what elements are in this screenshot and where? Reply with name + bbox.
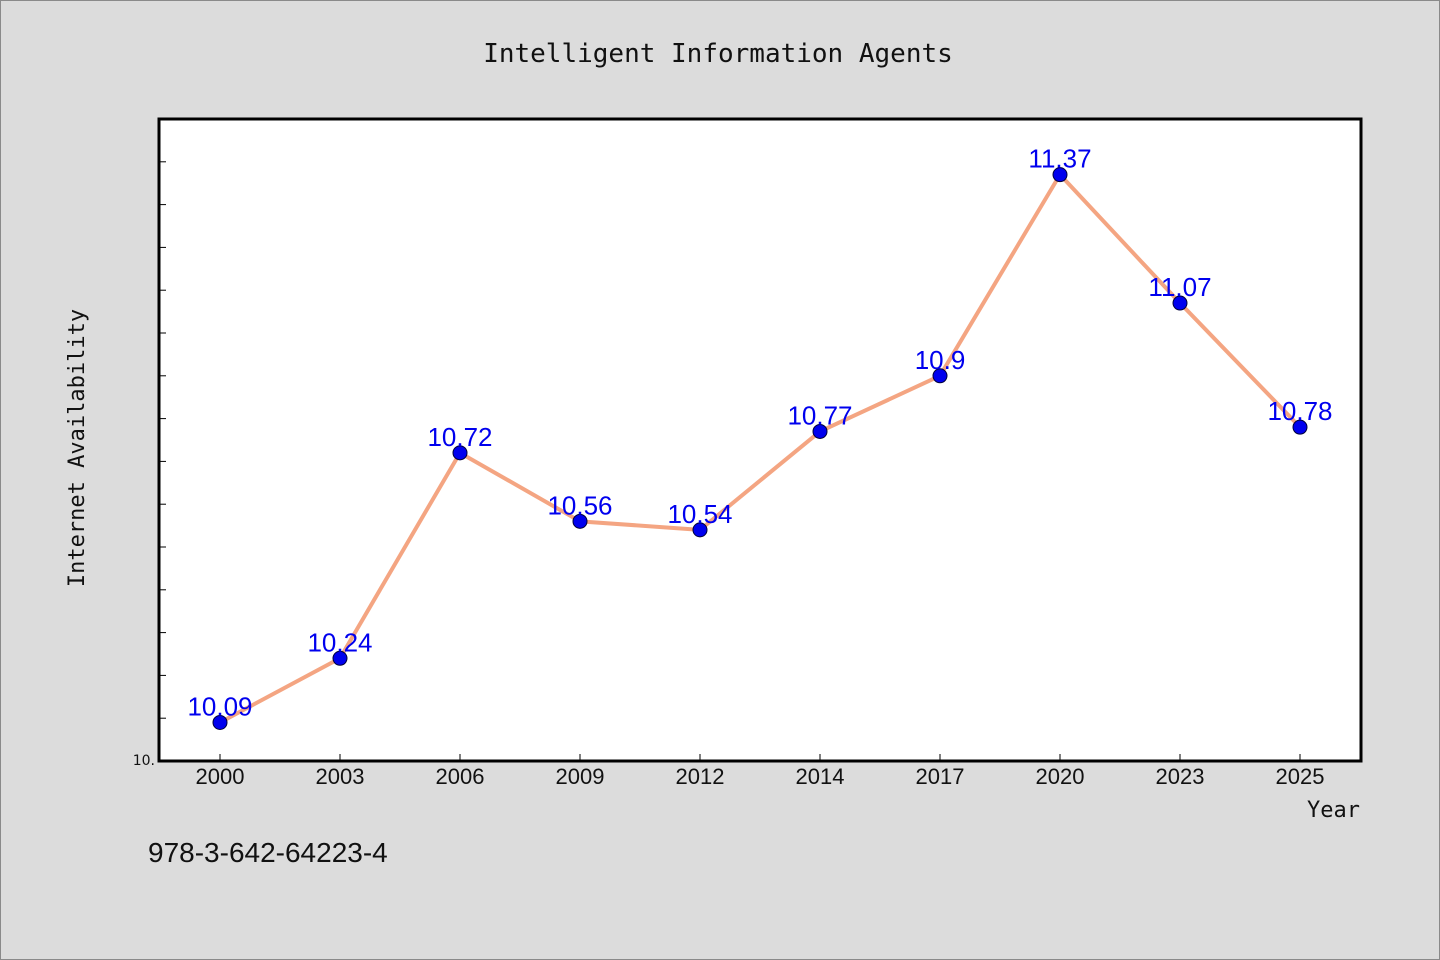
data-label: 11.07 [1148, 272, 1211, 302]
data-point [1052, 167, 1068, 183]
data-point [692, 522, 708, 538]
data-label: 11.37 [1028, 144, 1091, 174]
data-label: 10.78 [1267, 396, 1332, 426]
x-axis-ticks: 2000 2003 2006 2009 2012 2014 2017 2020 2023 2025 [196, 754, 1325, 789]
x-tick-label: 2025 [1276, 764, 1325, 789]
data-point [332, 650, 348, 666]
x-tick-label: 2014 [796, 764, 845, 789]
data-point [812, 423, 828, 439]
data-point [1172, 295, 1188, 311]
data-label: 10.72 [427, 422, 492, 452]
x-tick-label: 2017 [916, 764, 965, 789]
data-point [212, 714, 228, 730]
x-tick-label: 2012 [676, 764, 725, 789]
data-label: 10.24 [307, 627, 372, 657]
data-point [1292, 419, 1308, 435]
data-point [572, 513, 588, 529]
y-axis-label: Internet Availability [65, 309, 90, 587]
y-axis-ticks: 10. [133, 161, 166, 769]
x-tick-label: 2020 [1036, 764, 1085, 789]
data-point [932, 368, 948, 384]
data-label: 10.54 [667, 499, 732, 529]
plot-area [157, 117, 1363, 763]
x-axis-label: Year [1307, 798, 1360, 823]
chart-title: Intelligent Information Agents [483, 39, 953, 69]
x-tick-label: 2000 [196, 764, 245, 789]
data-label: 10.09 [187, 691, 252, 721]
x-tick-label: 2006 [436, 764, 485, 789]
series-line [219, 172, 1302, 725]
data-label: 10.9 [915, 345, 966, 375]
series-group: 10.09 10.24 10.72 10.56 10.54 10.77 10.9 11.37 1… [187, 144, 1333, 730]
x-tick-label: 2023 [1156, 764, 1205, 789]
data-point [452, 445, 468, 461]
x-tick-label: 2003 [316, 764, 365, 789]
y-tick-label: 10. [133, 753, 155, 769]
isbn-footer: 978-3-642-64223-4 [148, 837, 388, 868]
data-label: 10.56 [547, 490, 612, 520]
data-label: 10.77 [787, 400, 852, 430]
x-tick-label: 2009 [556, 764, 605, 789]
